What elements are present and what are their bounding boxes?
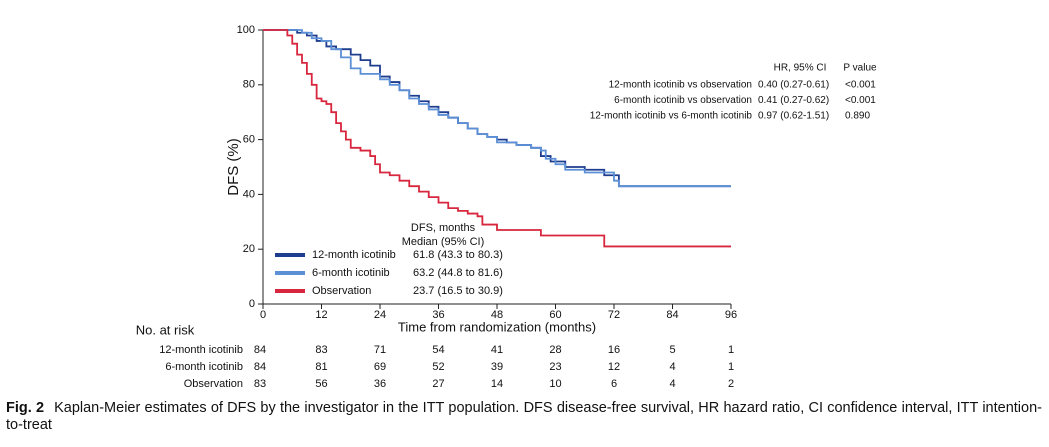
legend-label: 6-month icotinib — [312, 267, 390, 279]
legend-title: DFS, months — [411, 222, 476, 234]
caption-label: Fig. 2 — [6, 400, 45, 416]
legend-label: 12-month icotinib — [312, 249, 396, 261]
x-tick-label: 48 — [491, 309, 503, 321]
risk-count: 71 — [374, 344, 386, 356]
risk-count: 14 — [491, 378, 503, 390]
risk-count: 69 — [374, 361, 386, 373]
y-tick-label: 60 — [243, 134, 255, 146]
x-tick-label: 36 — [432, 309, 444, 321]
risk-row-label: 12-month icotinib — [159, 344, 243, 356]
risk-count: 28 — [549, 344, 561, 356]
risk-count: 39 — [491, 361, 503, 373]
x-tick-label: 12 — [315, 309, 327, 321]
x-tick-label: 60 — [549, 309, 561, 321]
hr-value: 0.41 (0.27-0.62) — [758, 95, 829, 106]
risk-count: 16 — [608, 344, 620, 356]
survival-curve — [263, 29, 731, 188]
hr-value: 0.97 (0.62-1.51) — [758, 111, 829, 122]
risk-count: 83 — [315, 344, 327, 356]
p-value: <0.001 — [845, 80, 876, 91]
risk-count: 81 — [315, 361, 327, 373]
risk-count: 84 — [254, 361, 266, 373]
risk-count: 2 — [728, 378, 734, 390]
legend-label: Observation — [312, 285, 371, 297]
survival-curve — [263, 29, 731, 188]
y-tick-label: 100 — [237, 24, 255, 36]
hr-row-label: 6-month icotinib vs observation — [614, 95, 752, 106]
risk-count: 54 — [432, 344, 444, 356]
risk-count: 4 — [669, 361, 675, 373]
x-tick-label: 96 — [725, 309, 737, 321]
risk-count: 1 — [728, 344, 734, 356]
x-tick-label: 24 — [374, 309, 386, 321]
hr-header: HR, 95% CI — [774, 63, 827, 74]
legend-median: 61.8 (43.3 to 80.3) — [413, 249, 503, 261]
y-tick-label: 20 — [243, 243, 255, 255]
survival-curve — [263, 29, 731, 248]
x-tick-label: 84 — [666, 309, 678, 321]
caption: Fig. 2 Kaplan-Meier estimates of DFS by t… — [6, 400, 1042, 434]
caption-text: Kaplan-Meier estimates of DFS by the inv… — [6, 400, 1042, 433]
risk-count: 5 — [669, 344, 675, 356]
p-value: 0.890 — [845, 111, 870, 122]
risk-count: 10 — [549, 378, 561, 390]
p-value: <0.001 — [845, 95, 876, 106]
y-axis-label: DFS (%) — [225, 138, 242, 196]
hr-row-label: 12-month icotinib vs 6-month icotinib — [590, 111, 753, 122]
y-tick-label: 40 — [243, 188, 255, 200]
risk-row-label: Observation — [184, 378, 243, 390]
y-tick-label: 0 — [249, 298, 255, 310]
hr-row-label: 12-month icotinib vs observation — [609, 80, 752, 91]
x-axis-label: Time from randomization (months) — [398, 319, 596, 334]
legend-median: 63.2 (44.8 to 81.6) — [413, 267, 503, 279]
legend-subtitle: Median (95% CI) — [402, 236, 485, 248]
risk-count: 6 — [611, 378, 617, 390]
risk-count: 36 — [374, 378, 386, 390]
risk-count: 83 — [254, 378, 266, 390]
risk-count: 12 — [608, 361, 620, 373]
risk-count: 84 — [254, 344, 266, 356]
risk-count: 56 — [315, 378, 327, 390]
risk-count: 23 — [549, 361, 561, 373]
risk-count: 4 — [669, 378, 675, 390]
x-tick-label: 0 — [260, 309, 266, 321]
risk-count: 1 — [728, 361, 734, 373]
y-tick-label: 80 — [243, 79, 255, 91]
risk-row-label: 6-month icotinib — [165, 361, 243, 373]
chart: DFS (%) Time from randomization (months)… — [136, 24, 877, 390]
risk-count: 27 — [432, 378, 444, 390]
risk-title: No. at risk — [136, 322, 195, 337]
hr-value: 0.40 (0.27-0.61) — [758, 80, 829, 91]
x-tick-label: 72 — [608, 309, 620, 321]
p-header: P value — [843, 63, 877, 74]
legend-median: 23.7 (16.5 to 30.9) — [413, 285, 503, 297]
risk-count: 41 — [491, 344, 503, 356]
risk-count: 52 — [432, 361, 444, 373]
